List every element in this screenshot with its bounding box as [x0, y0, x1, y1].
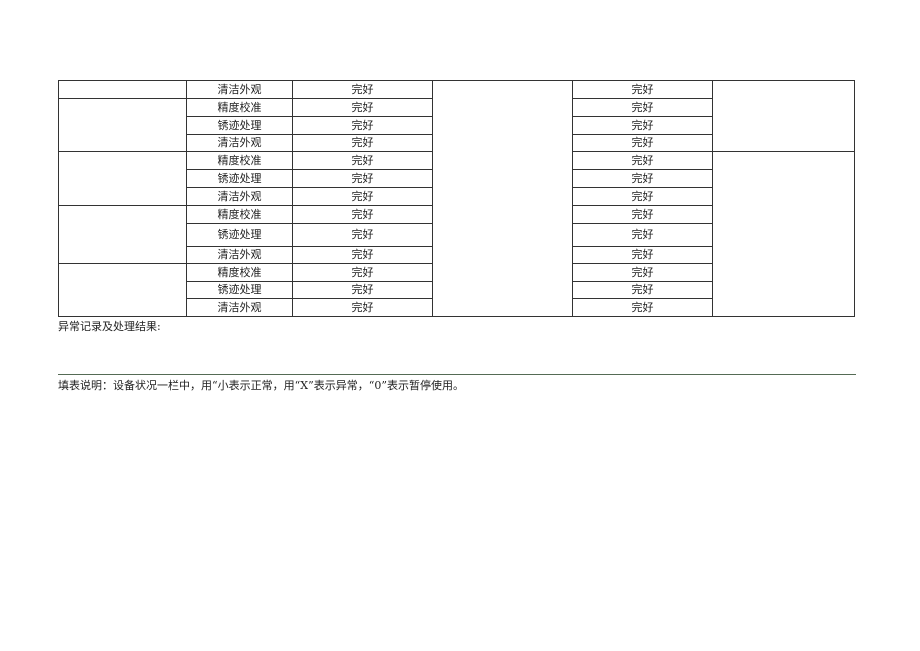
status-cell: 完好	[292, 246, 433, 264]
equipment-cell	[58, 263, 187, 317]
status-cell: 完好	[292, 80, 433, 99]
status-cell: 完好	[292, 98, 433, 117]
remark-cell	[712, 151, 855, 317]
status-cell: 完好	[292, 151, 433, 170]
item-cell: 清洁外观	[186, 80, 293, 99]
item-cell: 清洁外观	[186, 187, 293, 206]
equipment-cell	[58, 98, 187, 152]
divider	[58, 374, 856, 375]
status-cell: 完好	[572, 151, 713, 170]
status-cell: 完好	[572, 246, 713, 264]
item-cell: 精度校准	[186, 98, 293, 117]
equipment-cell	[58, 80, 187, 99]
item-cell: 清洁外观	[186, 246, 293, 264]
table-row: 清洁外观 完好 完好	[59, 187, 855, 206]
status-cell: 完好	[292, 116, 433, 135]
status-cell: 完好	[292, 134, 433, 152]
status-cell: 完好	[572, 134, 713, 152]
status-cell: 完好	[292, 187, 433, 206]
status-cell: 完好	[572, 223, 713, 247]
status-cell: 完好	[572, 80, 713, 99]
status-cell: 完好	[572, 98, 713, 117]
maintenance-table: 清洁外观 完好 完好 精度校准 完好 完好 锈迹处理 完好 完好 清洁外观 完好 完好 精度校准 完好 完好…	[58, 80, 855, 317]
status-cell: 完好	[572, 187, 713, 206]
equipment-cell	[58, 205, 187, 264]
table-row: 精度校准 完好 完好	[58, 151, 855, 317]
item-cell: 精度校准	[186, 205, 293, 224]
status-cell: 完好	[292, 263, 433, 282]
item-cell: 清洁外观	[186, 298, 293, 317]
table-row: 锈迹处理 完好 完好	[59, 116, 855, 135]
abnormal-record-label: 异常记录及处理结果:	[58, 320, 161, 333]
item-cell: 精度校准	[186, 263, 293, 282]
status-cell: 完好	[572, 205, 713, 224]
table-row: 锈迹处理 完好 完好	[59, 223, 855, 247]
status-cell: 完好	[572, 263, 713, 282]
status-cell: 完好	[292, 298, 433, 317]
status-cell: 完好	[572, 281, 713, 299]
status-cell: 完好	[292, 169, 433, 188]
table-row: 清洁外观 完好 完好	[59, 298, 855, 317]
table-row: 精度校准 完好 完好	[58, 263, 855, 317]
status-cell: 完好	[292, 205, 433, 224]
blank-cell	[432, 80, 573, 317]
status-cell: 完好	[292, 281, 433, 299]
item-cell: 锈迹处理	[186, 169, 293, 188]
item-cell: 清洁外观	[186, 134, 293, 152]
item-cell: 锈迹处理	[186, 223, 293, 247]
status-cell: 完好	[572, 169, 713, 188]
table-row: 清洁外观 完好 完好	[58, 80, 855, 317]
status-cell: 完好	[572, 298, 713, 317]
status-cell: 完好	[292, 223, 433, 247]
table-row: 精度校准 完好 完好	[58, 205, 855, 264]
fill-instructions: 填表说明：设备状况一栏中，用“小表示正常，用“X”表示异常，“0”表示暂停使用。	[58, 379, 464, 392]
item-cell: 精度校准	[186, 151, 293, 170]
item-cell: 锈迹处理	[186, 116, 293, 135]
item-cell: 锈迹处理	[186, 281, 293, 299]
status-cell: 完好	[572, 116, 713, 135]
table-row: 锈迹处理 完好 完好	[59, 281, 855, 299]
equipment-cell	[58, 151, 187, 206]
remark-cell	[712, 80, 855, 152]
